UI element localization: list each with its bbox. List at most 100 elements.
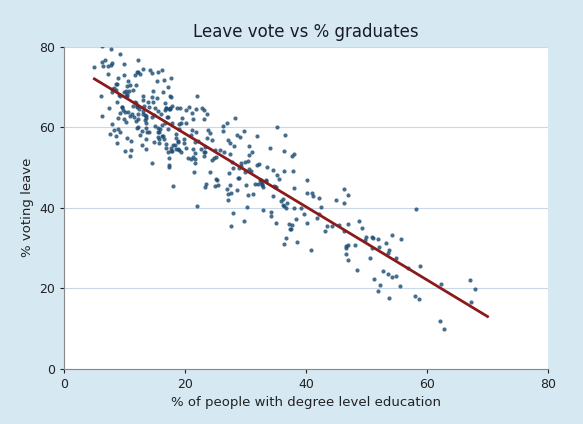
Point bbox=[410, 293, 420, 300]
Point bbox=[232, 131, 241, 138]
Point bbox=[343, 192, 352, 198]
Point bbox=[243, 204, 252, 211]
Point bbox=[272, 172, 282, 179]
Point bbox=[188, 153, 198, 160]
Point bbox=[153, 128, 162, 135]
Point bbox=[237, 159, 246, 166]
Point bbox=[258, 207, 268, 214]
Point bbox=[280, 167, 289, 174]
Point bbox=[170, 142, 180, 148]
Point bbox=[144, 103, 153, 110]
Point bbox=[230, 114, 240, 121]
Point bbox=[191, 128, 201, 135]
Point bbox=[350, 242, 360, 248]
Point bbox=[339, 186, 348, 192]
Point bbox=[172, 146, 181, 153]
Point bbox=[233, 174, 243, 181]
Point bbox=[141, 113, 150, 120]
Point bbox=[367, 233, 377, 240]
Point bbox=[168, 183, 178, 190]
Point bbox=[161, 145, 171, 152]
Point bbox=[129, 86, 138, 93]
Point bbox=[244, 165, 254, 172]
Point bbox=[130, 71, 139, 78]
Point bbox=[196, 145, 206, 152]
Point bbox=[307, 190, 317, 196]
Point bbox=[207, 156, 216, 163]
Point bbox=[291, 216, 300, 223]
Point bbox=[314, 194, 324, 201]
Point bbox=[122, 134, 132, 141]
X-axis label: % of people with degree level education: % of people with degree level education bbox=[171, 396, 441, 410]
Point bbox=[384, 271, 393, 277]
Point bbox=[261, 178, 271, 184]
Title: Leave vote vs % graduates: Leave vote vs % graduates bbox=[193, 23, 419, 41]
Point bbox=[167, 102, 177, 109]
Point bbox=[240, 218, 249, 224]
Point bbox=[403, 264, 413, 271]
Point bbox=[134, 111, 143, 117]
Point bbox=[151, 122, 160, 129]
Point bbox=[384, 249, 393, 256]
Point bbox=[415, 296, 424, 302]
Point bbox=[276, 197, 286, 204]
Point bbox=[272, 184, 281, 190]
Point bbox=[157, 132, 167, 139]
Point bbox=[107, 59, 117, 66]
Point bbox=[110, 127, 119, 134]
Point bbox=[258, 181, 267, 187]
Point bbox=[176, 120, 185, 126]
Point bbox=[160, 120, 170, 126]
Point bbox=[312, 215, 322, 221]
Point bbox=[100, 56, 110, 63]
Point bbox=[223, 186, 232, 193]
Point bbox=[120, 61, 129, 68]
Point bbox=[133, 123, 142, 130]
Point bbox=[133, 56, 142, 63]
Point bbox=[103, 63, 113, 70]
Point bbox=[261, 176, 271, 183]
Point bbox=[154, 139, 163, 146]
Point bbox=[139, 108, 148, 114]
Point bbox=[224, 170, 234, 177]
Point bbox=[162, 113, 171, 120]
Point bbox=[202, 181, 211, 187]
Point bbox=[357, 225, 366, 232]
Point bbox=[282, 199, 292, 206]
Point bbox=[138, 97, 147, 103]
Point bbox=[314, 211, 324, 218]
Point bbox=[113, 114, 122, 121]
Point bbox=[200, 184, 209, 190]
Point bbox=[167, 119, 177, 126]
Point bbox=[191, 149, 200, 156]
Point bbox=[104, 105, 114, 112]
Point bbox=[374, 243, 384, 250]
Point bbox=[177, 149, 186, 156]
Point bbox=[181, 106, 191, 113]
Point bbox=[270, 183, 279, 190]
Point bbox=[175, 104, 185, 111]
Point bbox=[218, 122, 227, 129]
Point bbox=[129, 103, 138, 109]
Point bbox=[131, 117, 141, 124]
Point bbox=[183, 154, 192, 161]
Point bbox=[147, 159, 157, 166]
Point bbox=[391, 273, 401, 279]
Point bbox=[334, 221, 343, 228]
Point bbox=[172, 135, 181, 142]
Point bbox=[248, 148, 257, 155]
Point bbox=[127, 147, 136, 154]
Point bbox=[121, 87, 131, 94]
Point bbox=[133, 116, 142, 123]
Point bbox=[173, 145, 182, 152]
Point bbox=[163, 114, 173, 120]
Point bbox=[167, 148, 176, 155]
Point bbox=[103, 71, 113, 78]
Point bbox=[467, 299, 476, 306]
Point bbox=[117, 103, 127, 110]
Point bbox=[115, 110, 125, 117]
Point bbox=[118, 106, 127, 113]
Point bbox=[111, 81, 121, 87]
Point bbox=[244, 152, 254, 159]
Point bbox=[153, 125, 163, 131]
